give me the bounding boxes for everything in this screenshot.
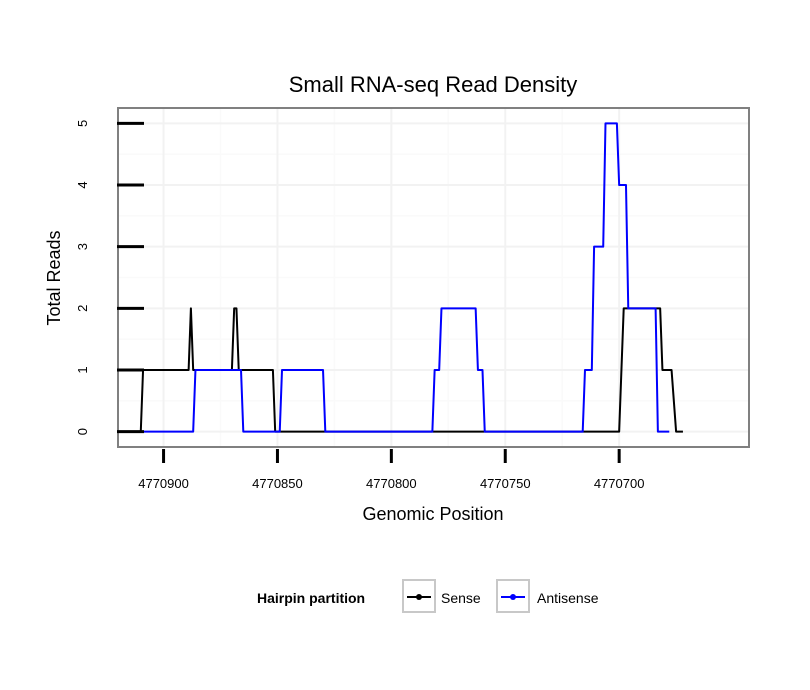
grid [118,108,749,447]
y-tick-label: 1 [75,366,90,373]
legend-item-sense: Sense [402,579,481,613]
legend-title: Hairpin partition [257,590,365,606]
y-tick-label: 2 [75,305,90,312]
legend-item-antisense: Antisense [496,579,599,613]
x-axis-ticks: 4770900 4770850 4770800 4770750 4770700 [138,449,644,491]
x-tick-label: 4770800 [366,476,417,491]
y-axis-ticks: 0 1 2 3 4 5 [75,120,144,435]
x-axis-title: Genomic Position [362,504,503,524]
chart-title: Small RNA-seq Read Density [289,72,578,97]
x-tick-label: 4770850 [252,476,303,491]
y-tick-label: 5 [75,120,90,127]
legend: Hairpin partition Sense Antisense [257,579,599,613]
series-line-sense [133,307,683,433]
x-tick-label: 4770700 [594,476,645,491]
legend-dot-sense [416,594,422,600]
series-group [133,122,683,433]
y-axis-title: Total Reads [44,230,64,325]
x-tick-label: 4770750 [480,476,531,491]
y-tick-label: 0 [75,428,90,435]
plot-panel [117,107,750,448]
y-tick-label: 4 [75,181,90,188]
x-tick-label: 4770900 [138,476,189,491]
legend-dot-antisense [510,594,516,600]
y-tick-label: 3 [75,243,90,250]
legend-label-antisense: Antisense [537,590,599,606]
series-line-antisense [140,122,670,433]
legend-label-sense: Sense [441,590,481,606]
